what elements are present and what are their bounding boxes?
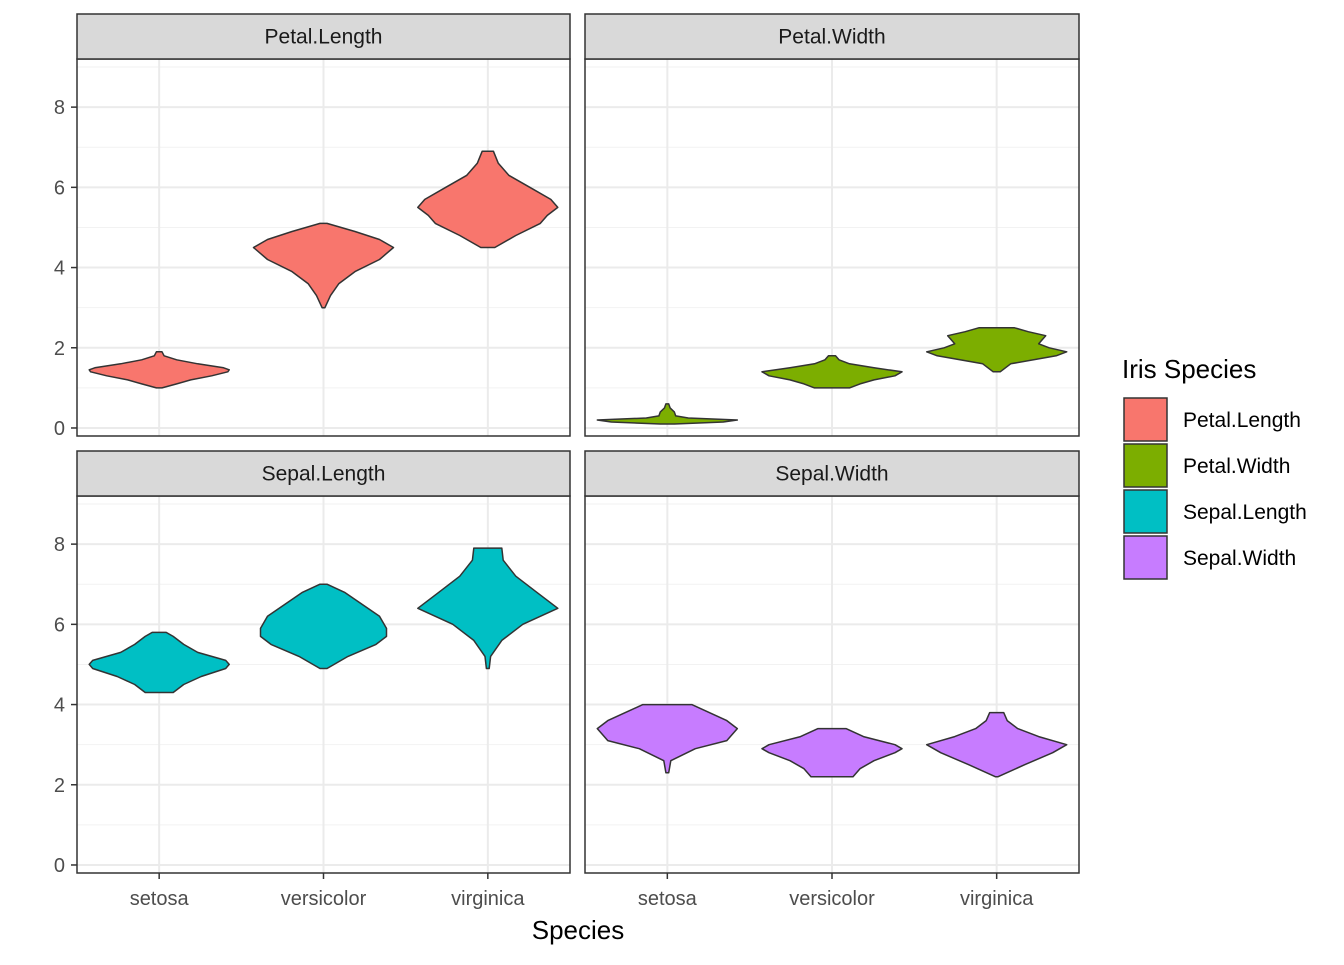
legend-label-petal-width: Petal.Width <box>1183 455 1290 478</box>
y-tick-label: 0 <box>54 855 65 877</box>
strip-petal-width <box>584 13 1080 60</box>
violin-sepal-width-versicolor <box>761 727 903 778</box>
y-tick-label: 4 <box>54 695 65 717</box>
y-tick-label: 4 <box>54 258 65 280</box>
legend-label-sepal-length: Sepal.Length <box>1183 501 1307 524</box>
legend-title: Iris Species <box>1122 354 1256 384</box>
strip-sepal-width <box>584 450 1080 497</box>
x-tick-label-setosa: setosa <box>638 888 698 910</box>
violin-petal-width-setosa <box>596 403 739 425</box>
legend-key-sepal-width <box>1123 535 1168 580</box>
strip-petal-length <box>76 13 571 60</box>
strip-label-sepal-width: Sepal.Width <box>775 463 888 486</box>
legend-label-sepal-width: Sepal.Width <box>1183 547 1296 570</box>
violin-petal-length-setosa <box>88 351 230 389</box>
x-tick-label-virginica: virginica <box>960 888 1034 910</box>
violin-sepal-length-virginica <box>417 547 559 670</box>
strip-sepal-length <box>76 450 571 497</box>
legend-key-petal-length <box>1123 397 1168 442</box>
violin-petal-width-versicolor <box>761 355 903 389</box>
y-tick-label: 6 <box>54 177 65 199</box>
x-tick-label-virginica: virginica <box>451 888 525 910</box>
strip-label-petal-width: Petal.Width <box>778 26 885 49</box>
violin-sepal-length-setosa <box>88 631 230 694</box>
violin-sepal-length-versicolor <box>259 583 388 670</box>
violin-petal-length-versicolor <box>252 222 395 309</box>
violin-sepal-width-setosa <box>596 703 739 774</box>
legend-label-petal-length: Petal.Length <box>1183 409 1301 432</box>
x-tick-label-versicolor: versicolor <box>789 888 875 910</box>
y-tick-label: 0 <box>54 418 65 440</box>
y-tick-label: 6 <box>54 614 65 636</box>
y-tick-label: 2 <box>54 338 65 360</box>
legend-key-sepal-length <box>1123 489 1168 534</box>
legend-key-petal-width <box>1123 443 1168 488</box>
y-tick-label: 8 <box>54 97 65 119</box>
y-tick-label: 8 <box>54 534 65 556</box>
x-tick-label-setosa: setosa <box>130 888 190 910</box>
violin-petal-width-virginica <box>925 326 1068 373</box>
violin-petal-length-virginica <box>417 150 559 249</box>
strip-label-sepal-length: Sepal.Length <box>262 463 386 486</box>
y-tick-label: 2 <box>54 775 65 797</box>
strip-label-petal-length: Petal.Length <box>265 26 383 49</box>
violin-sepal-width-virginica <box>925 711 1068 778</box>
x-tick-label-versicolor: versicolor <box>281 888 367 910</box>
x-axis-title: Species <box>532 915 625 945</box>
